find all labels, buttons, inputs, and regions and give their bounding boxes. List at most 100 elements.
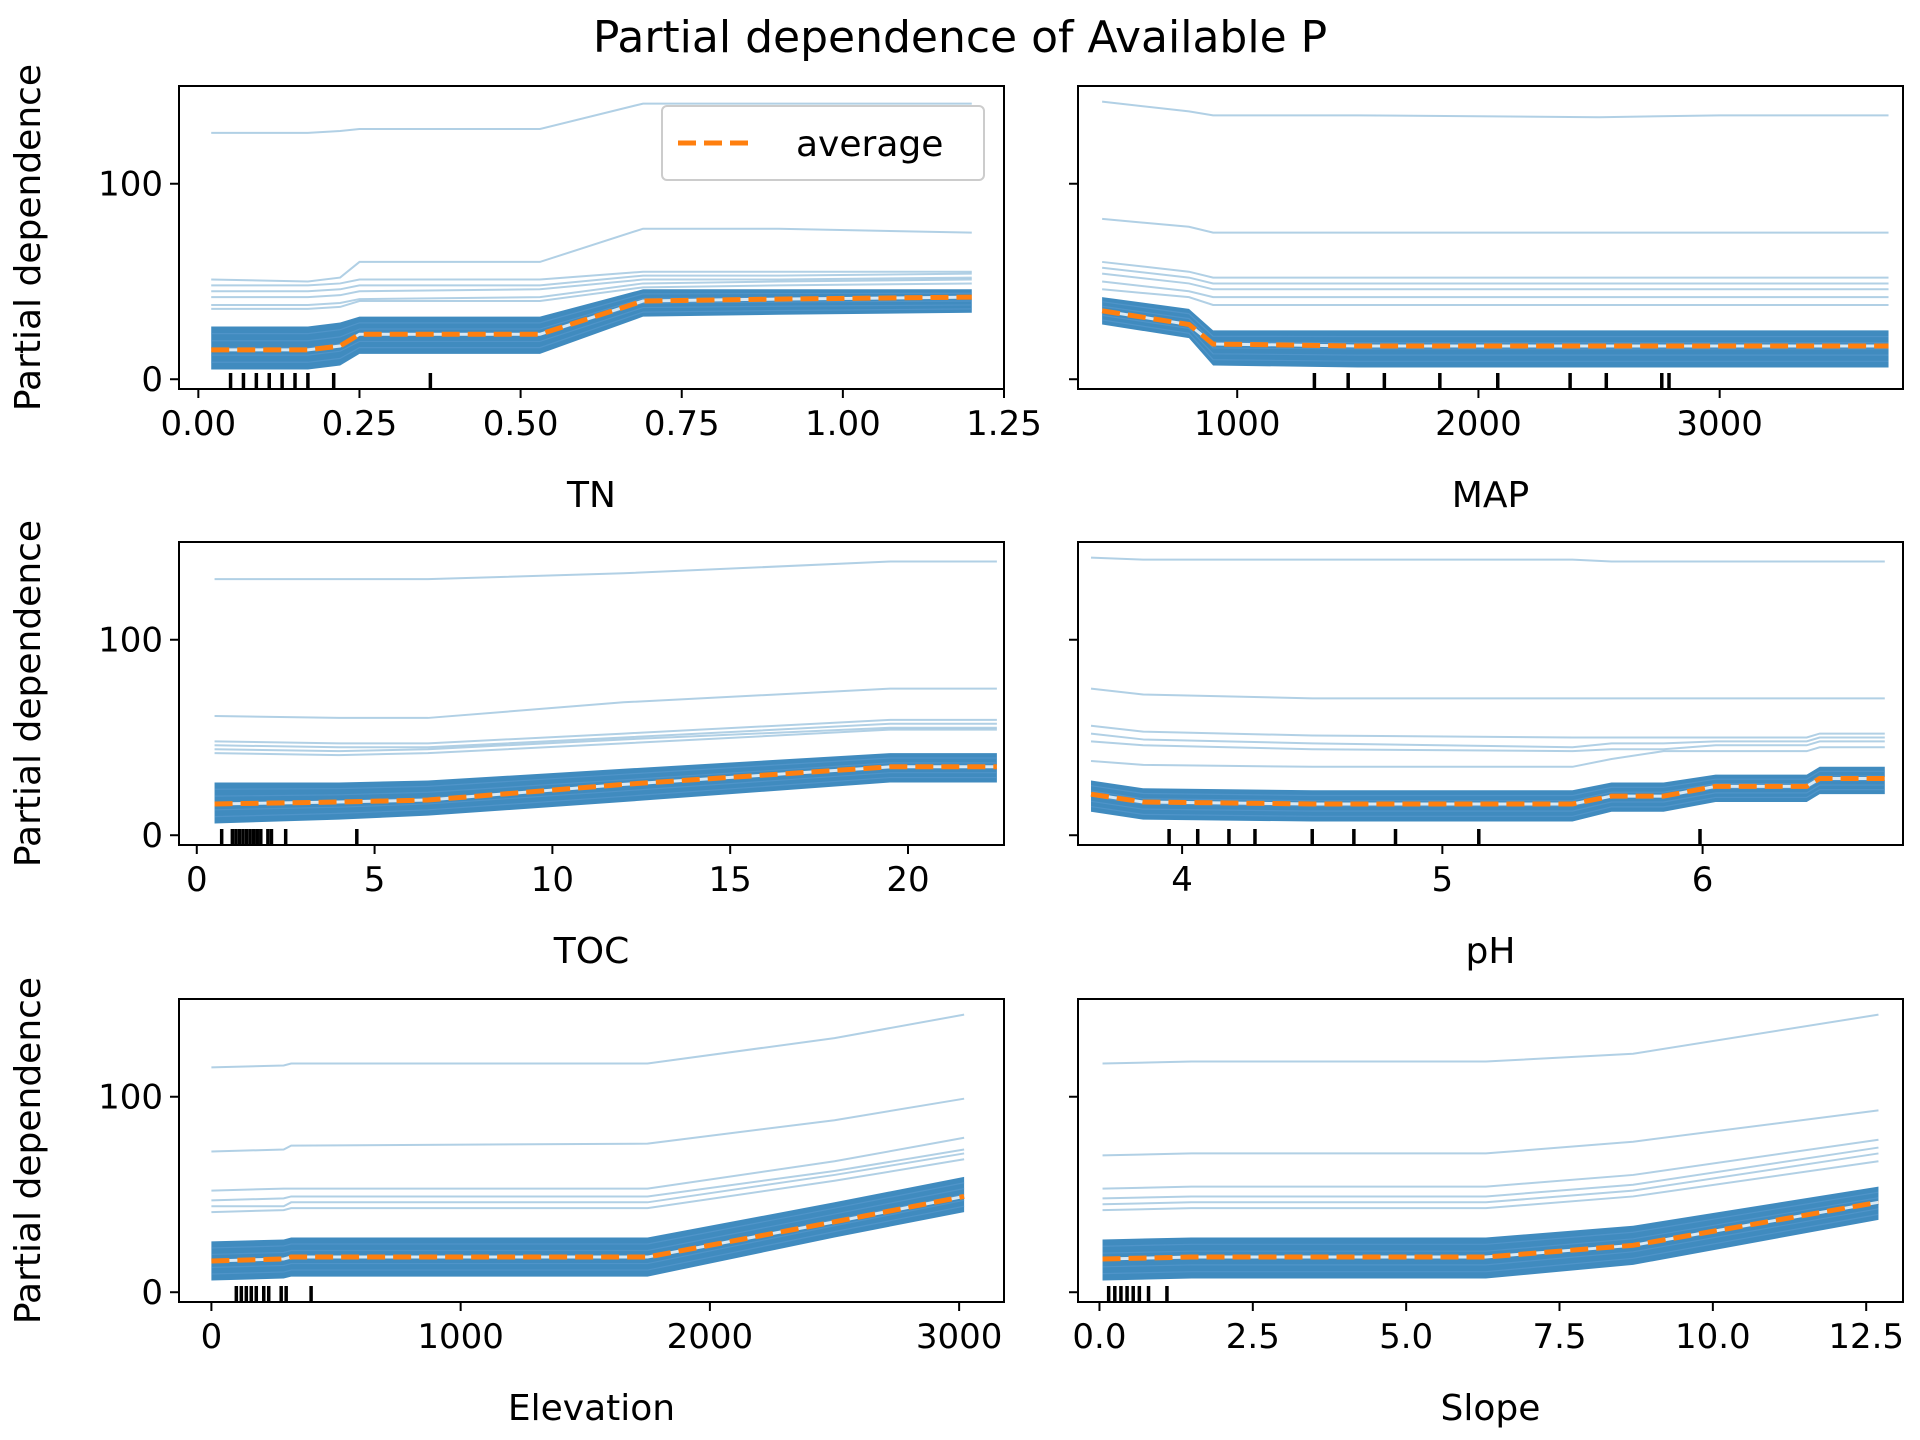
ice-curve xyxy=(211,102,972,134)
ice-curve xyxy=(211,1158,965,1214)
x-tick-label: 0 xyxy=(186,860,208,900)
ice-band-line xyxy=(1102,319,1889,362)
x-tick-label: 1.00 xyxy=(805,404,881,444)
axes-frame xyxy=(178,85,1005,390)
legend-label: average xyxy=(796,124,943,165)
ice-curve xyxy=(1090,556,1885,563)
ice-band-line xyxy=(1102,1213,1879,1275)
x-tick-label: 15 xyxy=(709,860,752,900)
average-line xyxy=(211,1193,965,1264)
x-axis-label: MAP xyxy=(1452,475,1529,516)
ice-band-line xyxy=(211,1205,965,1275)
axes-frame xyxy=(1077,998,1904,1303)
x-tick-label: 3000 xyxy=(1676,404,1763,444)
ice-curve xyxy=(214,560,997,581)
ice-curve xyxy=(214,722,997,749)
x-tick-label: 10.0 xyxy=(1675,1317,1751,1357)
ice-curve xyxy=(1090,687,1885,700)
y-tick-label: 100 xyxy=(98,621,163,661)
ice-curve xyxy=(1102,272,1889,291)
figure-title: Partial dependence of Available P xyxy=(593,12,1327,63)
axes-frame xyxy=(1077,541,1904,846)
plot-area xyxy=(211,1013,965,1281)
subplot-ph: 4 5 6 pH xyxy=(1069,541,1904,972)
ice-curve xyxy=(1090,732,1885,749)
ice-band-line xyxy=(211,1182,965,1249)
subplots-grid: 0.0 0 0.25 0.50 0.75 1.00 1.25 0 100 TN Partial de… xyxy=(8,64,1904,1429)
ice-curve xyxy=(1102,1146,1879,1200)
ice-band-line xyxy=(1102,1191,1879,1247)
x-tick-label: 3000 xyxy=(916,1317,1003,1357)
x-tick-label: 0 xyxy=(201,1317,223,1357)
x-tick-label: 20 xyxy=(886,860,929,900)
axes-frame xyxy=(178,998,1005,1303)
x-tick-label: 0.0 xyxy=(1072,1317,1126,1357)
ice-curve xyxy=(211,282,972,310)
subplot-toc: 0 5 10 15 20 0 100 TOC Partial dependence xyxy=(8,520,1005,972)
ice-curve xyxy=(1102,1160,1879,1212)
average-line xyxy=(1102,1199,1879,1262)
ice-band xyxy=(1102,297,1889,368)
ice-curve xyxy=(1102,280,1889,299)
axes-frame xyxy=(178,541,1005,846)
y-axis-label: Partial dependence xyxy=(8,977,49,1324)
ice-curve xyxy=(1090,724,1885,739)
ice-band-line xyxy=(211,292,972,335)
ice-curve xyxy=(211,1148,965,1202)
x-tick-label: 2.5 xyxy=(1226,1317,1280,1357)
ice-curve xyxy=(1102,266,1889,285)
x-tick-label: 0.50 xyxy=(483,404,559,444)
y-tick-label: 100 xyxy=(98,1078,163,1118)
ice-curve xyxy=(214,726,997,753)
ice-band-line xyxy=(1090,784,1885,812)
x-axis-label: TN xyxy=(566,475,616,516)
ice-curve xyxy=(214,718,997,745)
ice-band-line xyxy=(214,772,997,811)
ice-band-line xyxy=(1090,775,1885,802)
x-tick-label: 5 xyxy=(1432,860,1454,900)
ice-curve xyxy=(211,1136,965,1192)
x-tick-label: 1.25 xyxy=(966,404,1042,444)
x-tick-label: 12.5 xyxy=(1828,1317,1904,1357)
ice-band-line xyxy=(1102,1197,1879,1254)
ice-band-line xyxy=(214,762,997,797)
axes-frame xyxy=(1077,85,1904,390)
ice-curve xyxy=(211,278,972,306)
ice-curve xyxy=(211,227,972,283)
subplot-slope: 0.0 2.5 5.0 7.5 10.0 12.5 Slope xyxy=(1069,998,1904,1429)
x-tick-label: 5 xyxy=(364,860,386,900)
average-halo xyxy=(214,765,997,806)
legend: average xyxy=(661,105,985,181)
ice-band xyxy=(1091,766,1885,822)
x-tick-label: 0.25 xyxy=(322,404,398,444)
ice-band-line xyxy=(1102,305,1889,344)
x-axis-label: Elevation xyxy=(508,1388,675,1429)
ice-band-line xyxy=(214,776,997,818)
ice-curve xyxy=(1102,217,1889,234)
x-tick-label: 5.0 xyxy=(1379,1317,1433,1357)
ice-band-line xyxy=(211,304,972,356)
ice-band-line xyxy=(1090,789,1885,817)
ice-curve xyxy=(211,276,972,299)
ice-band-line xyxy=(211,1188,965,1256)
ice-curve xyxy=(1102,260,1889,279)
x-tick-label: 2000 xyxy=(1435,404,1522,444)
x-tick-label: 7.5 xyxy=(1532,1317,1586,1357)
x-tick-label: 2000 xyxy=(667,1317,754,1357)
plot-area xyxy=(214,560,997,824)
y-tick-label: 0 xyxy=(141,1273,163,1313)
x-tick-label: 0.75 xyxy=(644,404,720,444)
subplot-elevation: 0 1000 2000 3000 0 100 Elevation Partial depend… xyxy=(8,977,1005,1429)
ice-curve xyxy=(1102,288,1889,306)
x-tick-label: 1000 xyxy=(417,1317,504,1357)
plot-area xyxy=(1090,556,1885,822)
plot-area xyxy=(1101,100,1889,368)
y-tick-label: 100 xyxy=(98,165,163,205)
legend-box xyxy=(661,105,985,181)
x-tick-label: 6 xyxy=(1692,860,1714,900)
ice-band-line xyxy=(1090,770,1885,797)
average-line xyxy=(1090,776,1885,807)
ice-curve xyxy=(211,270,972,287)
ice-band-line xyxy=(211,308,972,363)
